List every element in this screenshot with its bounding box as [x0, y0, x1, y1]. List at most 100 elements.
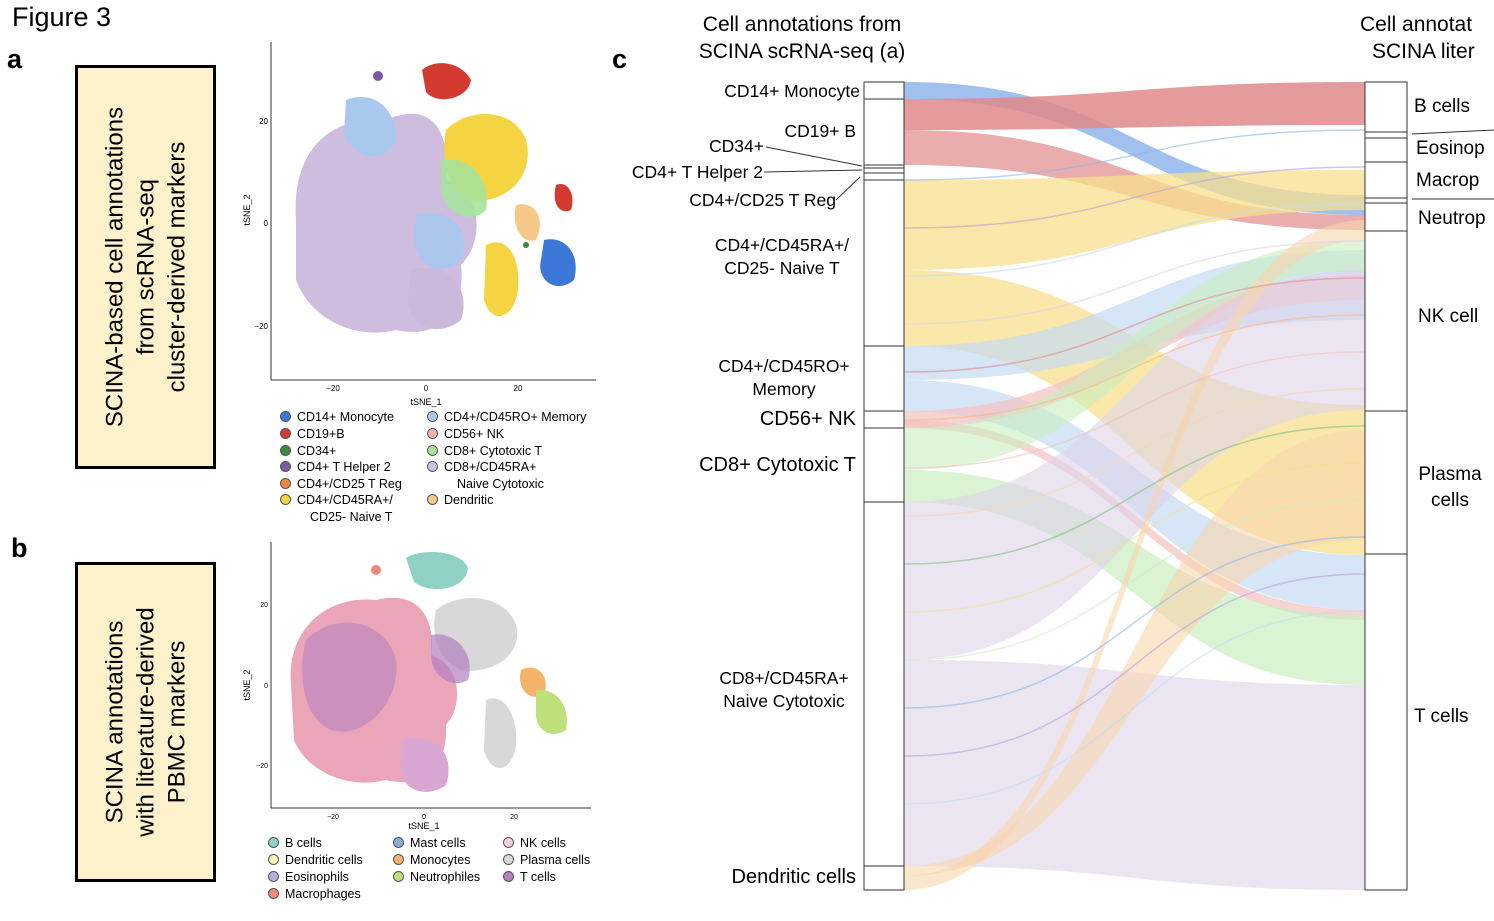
legend-a-sublabel: Naive Cytotoxic — [457, 476, 544, 491]
figure-title: Figure 3 — [12, 2, 112, 32]
sankey-left-label-th2: CD4+ T Helper 2 — [631, 162, 763, 182]
legend-b-swatch — [268, 888, 279, 899]
sankey-left-label-naive-cytotoxic-line-2: Naive Cytotoxic — [723, 691, 845, 711]
legend-a-swatch — [280, 445, 291, 456]
sankey-left-label-dendritic: Dendritic cells — [731, 866, 856, 888]
legend-a-label: CD8+ Cytotoxic T — [444, 444, 543, 458]
sankey-right-node — [1364, 202, 1408, 232]
sankey-left-node — [863, 81, 905, 100]
panel-a-xtick-1: −20 — [326, 384, 340, 393]
panel-a-line-2: from scRNA-seq — [132, 178, 159, 356]
legend-a-label: Dendritic — [444, 493, 494, 507]
panel-a-xlabel: tSNE_1 — [410, 397, 441, 407]
sankey-right-nodes — [1364, 81, 1408, 891]
panel-b-description-box: SCINA annotations with literature-derive… — [75, 562, 216, 882]
legend-b-item: Mast cells — [393, 835, 466, 852]
legend-a-label: CD4+ T Helper 2 — [297, 460, 391, 474]
panel-a-description: SCINA-based cell annotations from scRNA-… — [99, 107, 192, 427]
legend-b-label: Dendritic cells — [285, 853, 363, 867]
sankey-left-node — [863, 179, 905, 347]
legend-a-sublabel: CD25- Naive T — [310, 509, 393, 524]
legend-a-label: CD56+ NK — [444, 427, 505, 441]
sankey-right-node — [1364, 137, 1408, 163]
sankey-leader-line — [763, 169, 863, 173]
sankey-left-label-naive-cytotoxic: CD8+/CD45RA+ Naive Cytotoxic — [706, 667, 862, 713]
panel-b-line-2: with literature-derived — [132, 607, 159, 837]
legend-a-item: CD8+/CD45RA+ Naive Cytotoxic — [427, 459, 544, 492]
sankey-right-node — [1364, 197, 1408, 204]
legend-a-label: CD8+/CD45RA+ — [444, 460, 537, 474]
legend-b-swatch — [503, 854, 514, 865]
sankey-left-label-naive-t-line-1: CD4+/CD45RA+/ — [714, 235, 850, 255]
sankey-flow-thread — [903, 129, 1366, 181]
panel-a-ytick-1: 20 — [259, 117, 268, 126]
panel-b-xtick-3: 20 — [510, 814, 518, 821]
sankey-flow-thread — [903, 277, 1366, 373]
sankey-right-label-macrophages: Macrop — [1416, 170, 1480, 191]
sankey-flow-thread — [903, 351, 1366, 469]
sankey-flow-band — [904, 170, 1365, 270]
legend-a-label: CD4+/CD45RA+/ — [297, 493, 393, 507]
legend-a-swatch — [280, 494, 291, 505]
legend-b-label: Macrophages — [285, 887, 361, 901]
sankey-leader-lines — [763, 129, 1494, 201]
legend-a-item: CD19+B — [280, 426, 345, 443]
sankey-flow-band — [904, 270, 1365, 660]
panel-a-ytick-2: 0 — [264, 219, 269, 228]
sankey-leader-line — [1411, 129, 1494, 135]
sankey-left-node — [863, 865, 905, 891]
legend-b-label: Eosinophils — [285, 870, 349, 884]
legend-b-item: Plasma cells — [503, 852, 590, 869]
legend-a-item: CD34+ — [280, 443, 336, 460]
panel-a-scatter — [295, 63, 576, 333]
legend-b-swatch — [268, 854, 279, 865]
sankey-right-node — [1364, 81, 1408, 133]
panel-b-ytick-1: 20 — [260, 602, 268, 609]
panel-a-ytick-3: −20 — [254, 322, 268, 331]
sankey-flow-thread — [903, 166, 1366, 229]
panel-a-letter: a — [7, 44, 23, 74]
sankey-right-header-line-2: SCINA liter — [1372, 40, 1475, 63]
sankey-left-label-memory: CD4+/CD45RO+ Memory — [706, 355, 862, 401]
legend-b-swatch — [268, 837, 279, 848]
legend-a-label: CD14+ Monocyte — [297, 410, 394, 424]
legend-b-item: B cells — [268, 835, 322, 852]
sankey-flow-band — [904, 240, 1365, 470]
legend-a-item: CD4+/CD25 T Reg — [280, 476, 402, 493]
legend-a-label: CD4+/CD25 T Reg — [297, 477, 402, 491]
panel-a-ylabel: tSNE_2 — [242, 194, 252, 225]
panel-c-letter: c — [612, 44, 628, 74]
legend-a-swatch — [427, 494, 438, 505]
legend-b-label: Monocytes — [410, 853, 471, 867]
legend-a-label: CD19+B — [297, 427, 345, 441]
panel-b-ytick-3: −20 — [256, 763, 268, 770]
legend-b-swatch — [393, 871, 404, 882]
sankey-left-node — [863, 345, 905, 412]
panel-b-letter: b — [11, 533, 28, 563]
legend-b-item: T cells — [503, 869, 556, 886]
panel-b-xtick-1: −20 — [327, 814, 339, 821]
sankey-left-label-naive-cytotoxic-line-1: CD8+/CD45RA+ — [719, 668, 849, 688]
sankey-leader-line — [765, 146, 863, 167]
legend-a-label: CD4+/CD45RO+ Memory — [444, 410, 587, 424]
sankey-left-label-cytotoxic: CD8+ Cytotoxic T — [699, 454, 856, 476]
sankey-flow-thread — [903, 388, 1366, 517]
sankey-left-header-line-2: SCINA scRNA-seq (a) — [698, 40, 906, 63]
panel-b-description: SCINA annotations with literature-derive… — [99, 607, 192, 836]
sankey-left-nodes — [863, 81, 905, 891]
sankey-right-label-eosinophils: Eosinop — [1416, 138, 1485, 159]
legend-b-item: Macrophages — [268, 886, 361, 903]
sankey-flow-thread — [903, 536, 1366, 709]
sankey-left-label-nk: CD56+ NK — [759, 408, 856, 430]
panel-b-ytick-2: 0 — [264, 683, 268, 690]
sankey-right-node — [1364, 131, 1408, 139]
legend-a-swatch — [280, 411, 291, 422]
sankey-right-header: Cell annotat SCINA liter — [1360, 11, 1494, 65]
panel-b-ylabel: tSNE_2 — [242, 669, 252, 700]
panel-b-tsne-plot: tSNE_2 tSNE_1 −20 0 20 20 0 −20 — [242, 542, 591, 831]
sankey-leader-line — [835, 176, 861, 201]
panel-a-line-1: SCINA-based cell annotations — [101, 106, 128, 428]
sankey-flow-band — [904, 82, 1365, 215]
legend-b-item: Monocytes — [393, 852, 470, 869]
panel-b-legend: B cells Dendritic cells Eosinophils Macr… — [268, 835, 613, 905]
